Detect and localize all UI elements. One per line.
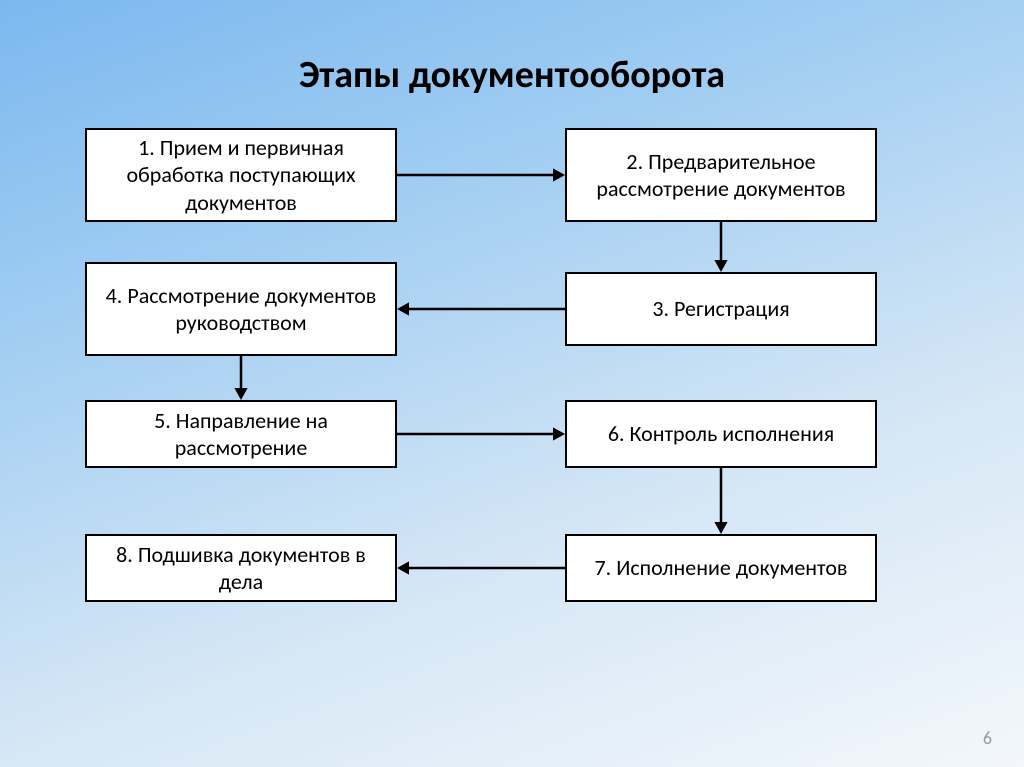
flowchart-node: 4. Рассмотрение документов руководством [85, 262, 397, 356]
flowchart-node: 3. Регистрация [565, 272, 877, 346]
page-number: 6 [983, 727, 992, 749]
flowchart-node: 7. Исполнение документов [565, 534, 877, 602]
flowchart-node: 6. Контроль исполнения [565, 400, 877, 468]
flowchart-node: 1. Прием и первичная обработка поступающ… [85, 128, 397, 222]
flowchart-node: 2. Предварительное рассмотрение документ… [565, 128, 877, 222]
slide-background [0, 0, 1024, 767]
flowchart-node: 5. Направление на рассмотрение [85, 400, 397, 468]
slide-title: Этапы документооборота [0, 52, 1024, 98]
flowchart-node: 8. Подшивка документов в дела [85, 534, 397, 602]
